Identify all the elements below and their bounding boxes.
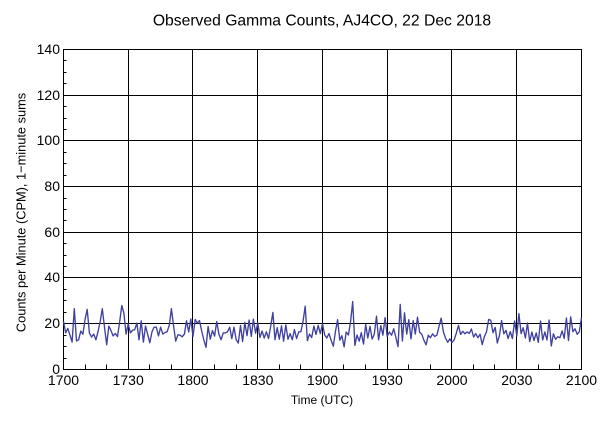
svg-text:2000: 2000 [436, 372, 467, 388]
svg-text:Time (UTC): Time (UTC) [291, 393, 353, 407]
svg-text:80: 80 [44, 178, 60, 194]
svg-text:20: 20 [44, 315, 60, 331]
svg-text:2030: 2030 [501, 372, 532, 388]
svg-text:1930: 1930 [372, 372, 403, 388]
svg-text:2100: 2100 [566, 372, 597, 388]
svg-text:0: 0 [52, 361, 60, 377]
svg-text:100: 100 [37, 132, 61, 148]
svg-text:1830: 1830 [242, 372, 273, 388]
svg-text:140: 140 [37, 41, 61, 57]
svg-text:1730: 1730 [113, 372, 144, 388]
svg-text:Observed Gamma Counts, AJ4CO,: Observed Gamma Counts, AJ4CO, 22 Dec 201… [153, 13, 492, 30]
svg-text:1800: 1800 [177, 372, 208, 388]
svg-text:1900: 1900 [307, 372, 338, 388]
svg-text:60: 60 [44, 224, 60, 240]
svg-text:120: 120 [37, 87, 61, 103]
svg-text:Counts per Minute (CPM), 1−min: Counts per Minute (CPM), 1−minute sums [14, 93, 29, 332]
svg-text:40: 40 [44, 269, 60, 285]
svg-text:1700: 1700 [48, 372, 79, 388]
